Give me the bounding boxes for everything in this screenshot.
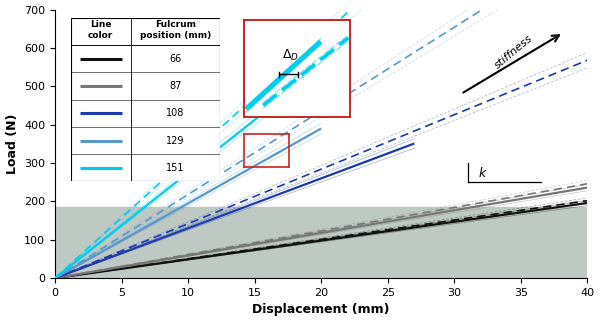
Text: $k$: $k$: [478, 166, 488, 180]
Y-axis label: Load (N): Load (N): [5, 114, 19, 174]
X-axis label: Displacement (mm): Displacement (mm): [253, 303, 390, 317]
Bar: [55, 207, 587, 278]
Text: stiffness: stiffness: [493, 33, 535, 71]
